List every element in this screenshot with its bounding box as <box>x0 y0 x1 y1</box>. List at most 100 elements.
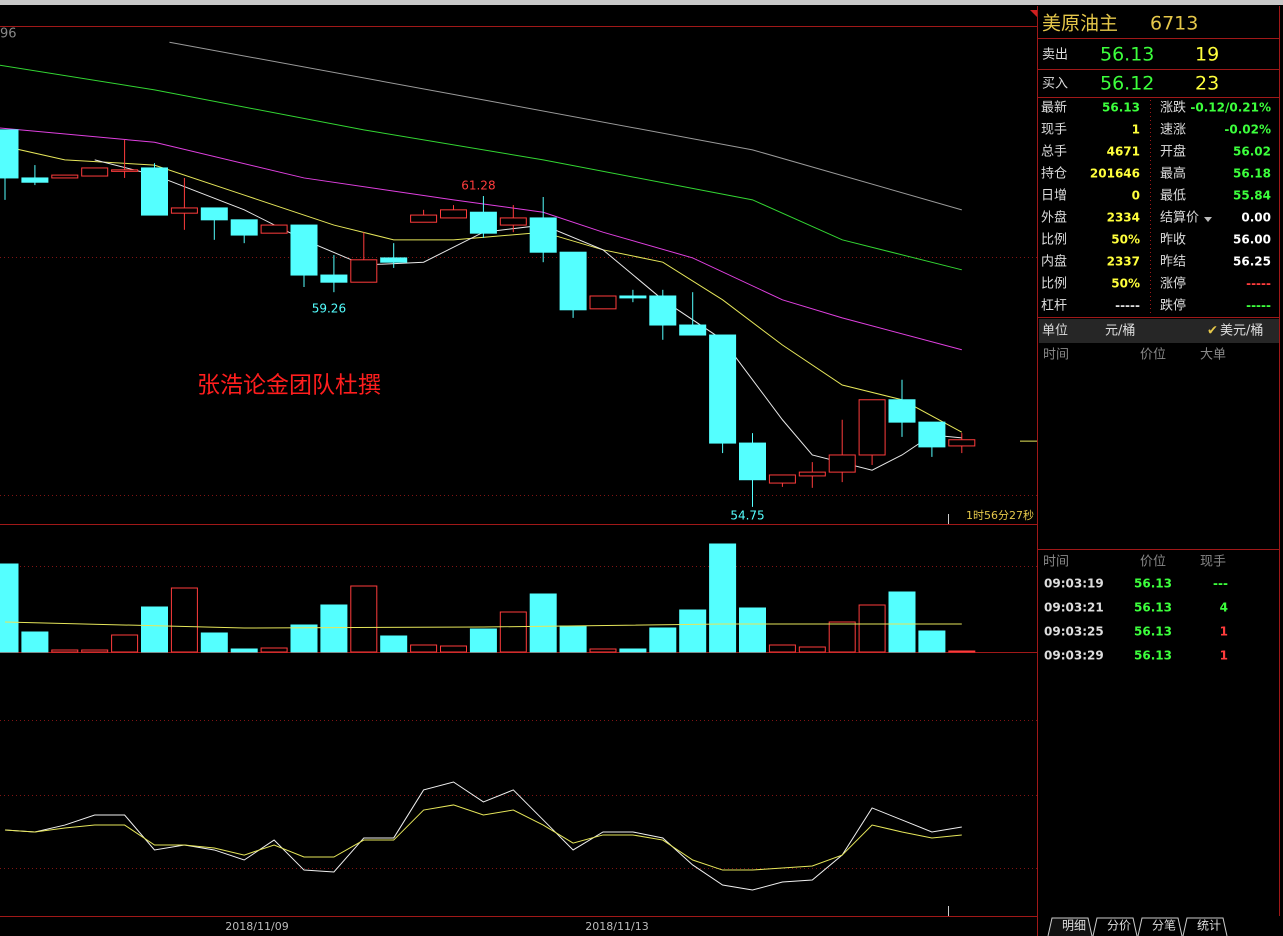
volume-bar <box>619 648 647 653</box>
candle-body <box>290 224 318 276</box>
stat-value: 201646 <box>1090 167 1140 181</box>
unit-option[interactable]: 美元/桶 <box>1220 324 1263 339</box>
unit-bar <box>1039 319 1279 343</box>
dropdown-arrow[interactable] <box>1204 217 1212 222</box>
stat-value: 55.84 <box>1233 189 1271 203</box>
symbol-name: 美原油主 <box>1042 13 1118 35</box>
stat-value: 0.00 <box>1241 211 1271 225</box>
extreme-label: 59.26 <box>312 302 346 316</box>
tab[interactable] <box>1047 917 1093 936</box>
stat-label: 结算价 <box>1160 211 1199 226</box>
stat-label: 最低 <box>1160 189 1186 204</box>
stat-label: 持仓 <box>1041 167 1067 182</box>
candle-body <box>380 257 408 263</box>
quote-size: 19 <box>1195 44 1219 66</box>
stat-label: 速涨 <box>1160 123 1186 138</box>
volume-bar <box>440 645 467 653</box>
stat-value: ----- <box>1246 277 1271 291</box>
volume-bar <box>170 587 198 653</box>
tick-time: 09:03:21 <box>1044 601 1104 615</box>
tab-label[interactable]: 分笔 <box>1152 918 1176 933</box>
stat-label: 涨跌 <box>1160 100 1186 116</box>
volume-bar <box>768 644 796 653</box>
stat-label: 外盘 <box>1041 210 1067 226</box>
column-header: 时间 <box>1043 555 1069 570</box>
tab[interactable] <box>1092 917 1138 936</box>
volume-bar <box>948 650 976 653</box>
candle-body <box>918 421 946 448</box>
volume-bar <box>0 563 19 653</box>
stat-label: 昨收 <box>1160 233 1186 248</box>
stat-label: 最新 <box>1041 100 1067 116</box>
column-header: 时间 <box>1043 348 1069 363</box>
tick-time: 09:03:29 <box>1044 649 1104 663</box>
volume-bar <box>739 607 766 653</box>
indicator-line <box>4 804 962 871</box>
stat-label: 涨停 <box>1160 276 1186 292</box>
stat-value: 2334 <box>1107 211 1140 225</box>
candle-body <box>141 167 168 216</box>
stat-label: 比例 <box>1041 277 1067 292</box>
stat-value: 0 <box>1132 189 1140 203</box>
moving-average <box>0 64 962 271</box>
stat-label: 最高 <box>1160 166 1186 182</box>
tick-price: 56.13 <box>1134 601 1172 615</box>
stat-value: 4671 <box>1107 145 1140 159</box>
symbol-code: 6713 <box>1150 13 1198 35</box>
volume-bar <box>380 635 408 653</box>
tab[interactable] <box>1182 917 1228 936</box>
candle-body <box>589 295 617 310</box>
tab-label[interactable]: 分价 <box>1107 919 1131 933</box>
tick-price: 56.13 <box>1134 625 1172 639</box>
candle-body <box>679 324 707 336</box>
stat-value: 56.13 <box>1102 101 1140 115</box>
volume-bar <box>320 604 348 653</box>
candle-body <box>768 474 796 484</box>
unit-option[interactable]: 元/桶 <box>1105 324 1135 339</box>
candle-body <box>410 214 438 223</box>
volume-bar <box>679 609 707 653</box>
stat-label: 开盘 <box>1160 144 1186 160</box>
candle-body <box>559 251 587 311</box>
tab-label[interactable]: 明细 <box>1062 919 1086 933</box>
volume-bar <box>709 543 737 653</box>
column-header: 价位 <box>1140 555 1166 570</box>
stat-value: ----- <box>1115 299 1140 313</box>
volume-bar <box>410 644 438 653</box>
candle-body <box>649 295 677 326</box>
volume-bar <box>51 649 79 653</box>
candle-body <box>709 334 737 444</box>
volume-bar <box>81 649 109 653</box>
moving-average <box>169 41 962 211</box>
volume-bar <box>828 621 856 653</box>
volume-bar <box>559 625 587 653</box>
volume-bar <box>798 646 826 653</box>
quote-label: 买入 <box>1042 77 1068 92</box>
stat-label: 跌停 <box>1160 298 1186 314</box>
quote-size: 23 <box>1195 73 1219 95</box>
dotted-guides <box>0 257 1037 869</box>
candle-body <box>81 167 109 177</box>
indicator-line <box>4 781 962 891</box>
countdown: 1时56分27秒 <box>966 508 1034 522</box>
candle-body <box>619 295 647 299</box>
corner-label: 96 <box>0 27 17 42</box>
stat-label: 内盘 <box>1041 254 1067 270</box>
tab-label[interactable]: 统计 <box>1197 919 1221 933</box>
volume-bar <box>200 632 228 653</box>
stat-value: 56.00 <box>1233 233 1271 247</box>
candle-body <box>200 207 228 221</box>
watermark: 张浩论金团队杜撰 <box>197 373 381 399</box>
volume-average <box>4 621 962 629</box>
volume-bar <box>469 628 497 653</box>
stat-label: 总手 <box>1041 145 1067 160</box>
volume-bar <box>888 591 916 653</box>
stat-value: 2337 <box>1107 255 1140 269</box>
candle-body <box>440 209 467 219</box>
volume-bar <box>21 631 49 653</box>
stat-value: 50% <box>1111 233 1140 247</box>
tab[interactable] <box>1137 917 1183 936</box>
volume-bar <box>350 585 378 653</box>
